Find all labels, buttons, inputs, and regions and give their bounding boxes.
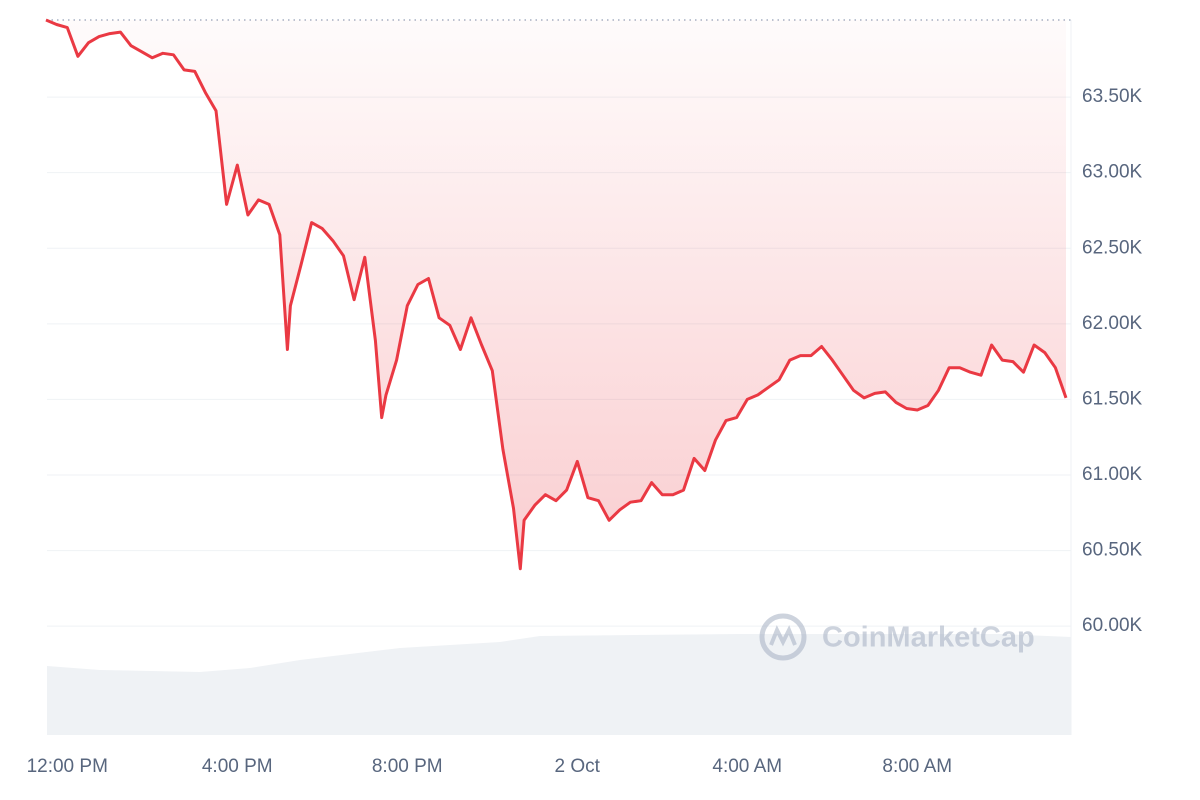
watermark-text: CoinMarketCap: [822, 622, 1035, 654]
watermark: CoinMarketCap: [759, 613, 1035, 661]
x-tick-label: 8:00 PM: [372, 756, 443, 777]
x-tick-label: 12:00 PM: [27, 756, 108, 777]
y-tick-label: 63.50K: [1082, 86, 1143, 107]
y-tick-label: 63.00K: [1082, 162, 1143, 183]
y-tick-label: 61.50K: [1082, 388, 1143, 409]
price-area: [46, 20, 1066, 569]
y-tick-label: 62.50K: [1082, 237, 1143, 258]
x-tick-label: 4:00 AM: [712, 756, 782, 777]
y-tick-label: 60.50K: [1082, 540, 1143, 561]
x-tick-label: 8:00 AM: [882, 756, 952, 777]
price-line: [45, 18, 1068, 571]
y-tick-label: 60.00K: [1082, 615, 1143, 636]
x-tick-label: 4:00 PM: [202, 756, 273, 777]
y-tick-label: 61.00K: [1082, 464, 1143, 485]
volume-area: [47, 634, 1071, 735]
y-tick-label: 62.00K: [1082, 313, 1143, 334]
x-tick-label: 2 Oct: [555, 756, 601, 777]
